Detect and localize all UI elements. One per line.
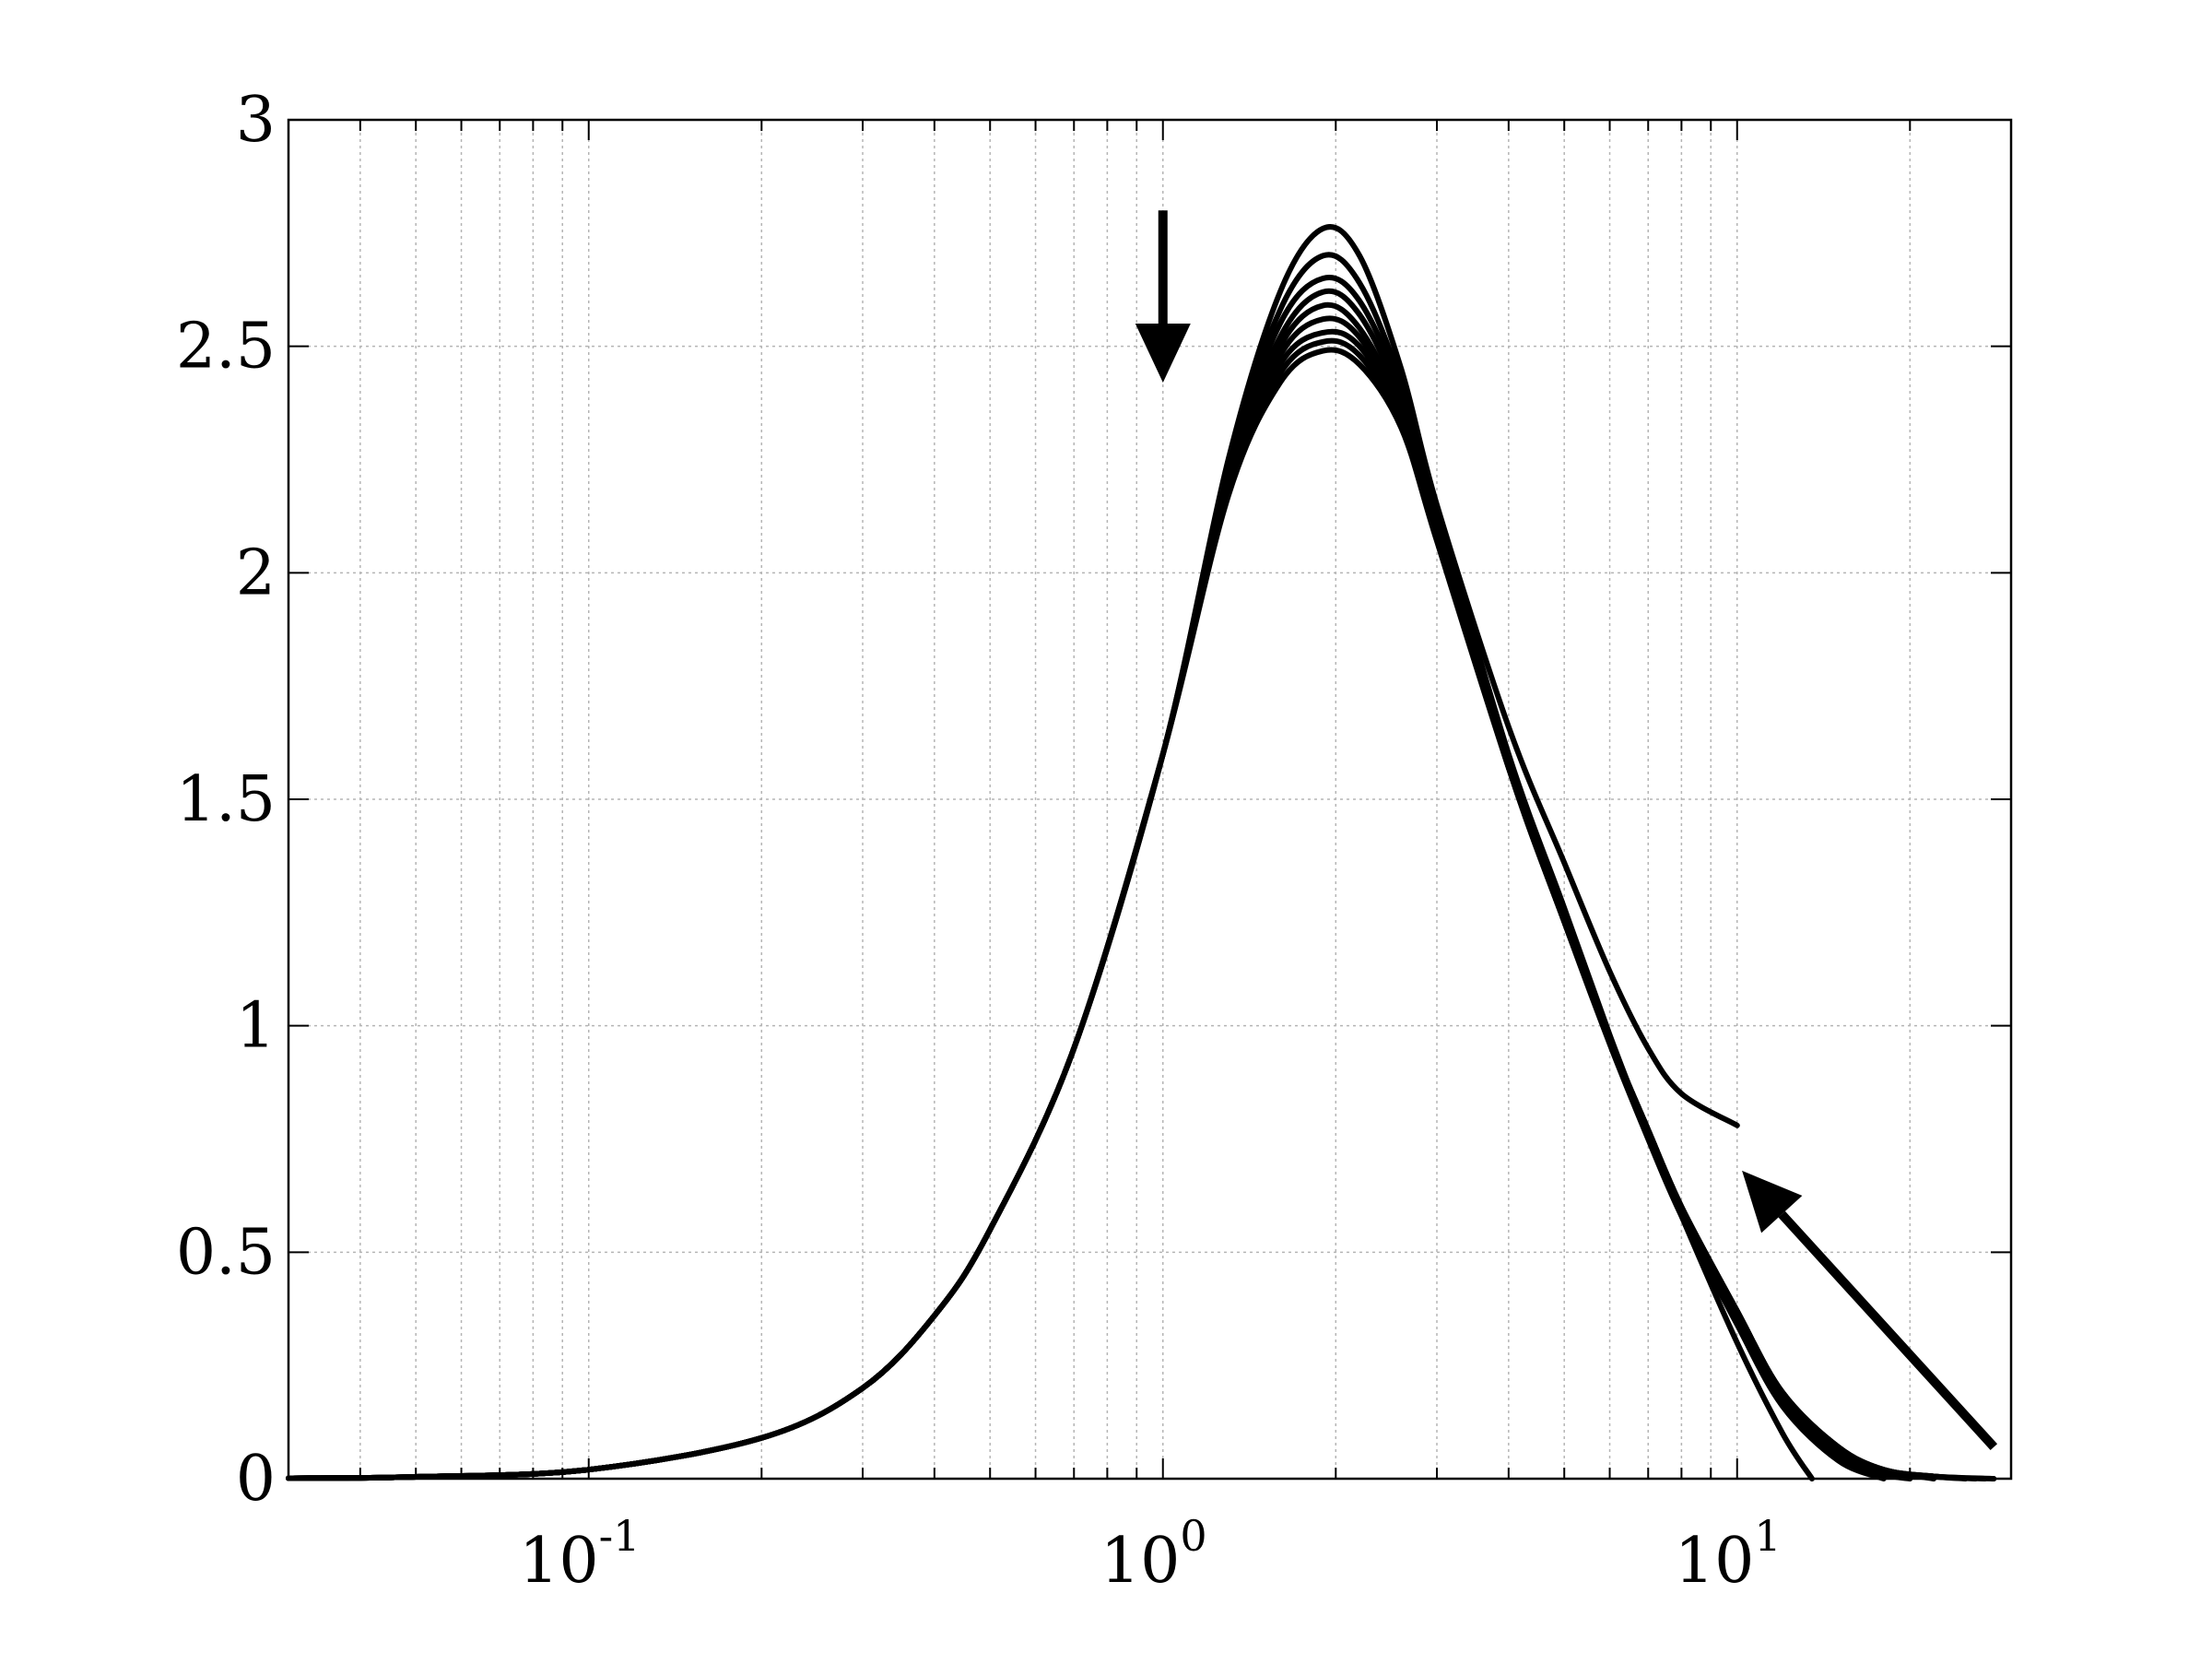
- x-tick-label-base: 10: [1675, 1525, 1755, 1598]
- y-tick-label: 0.5: [176, 1216, 276, 1289]
- x-tick-label-exponent: 0: [1180, 1511, 1206, 1561]
- y-tick-label: 2: [236, 537, 276, 609]
- x-tick-label: 101: [1675, 1511, 1782, 1598]
- y-tick-label: 2.5: [176, 311, 276, 384]
- annotation-arrow-shaft-2: [1778, 1210, 1998, 1450]
- y-tick-label: 3: [236, 84, 276, 157]
- x-tick-label: 10-1: [519, 1511, 640, 1598]
- y-tick-label: 1: [236, 990, 276, 1063]
- series-line-9: [286, 347, 1997, 1481]
- annotations: [1135, 210, 1998, 1450]
- annotation-arrow-head-2: [1742, 1170, 1803, 1233]
- x-tick-label-exponent: -1: [599, 1511, 641, 1561]
- series-group: [286, 224, 1997, 1481]
- y-tick-label: 1.5: [176, 763, 276, 836]
- x-tick-label: 100: [1100, 1511, 1207, 1598]
- axes: [287, 118, 2013, 1481]
- x-tick-label-exponent: 1: [1754, 1511, 1781, 1561]
- x-tick-label-base: 10: [1100, 1525, 1181, 1598]
- y-tick-label: 0: [236, 1443, 276, 1516]
- annotation-arrow-head-1: [1135, 324, 1191, 383]
- plot-frame: [287, 118, 2013, 1481]
- x-tick-label-base: 10: [519, 1525, 599, 1598]
